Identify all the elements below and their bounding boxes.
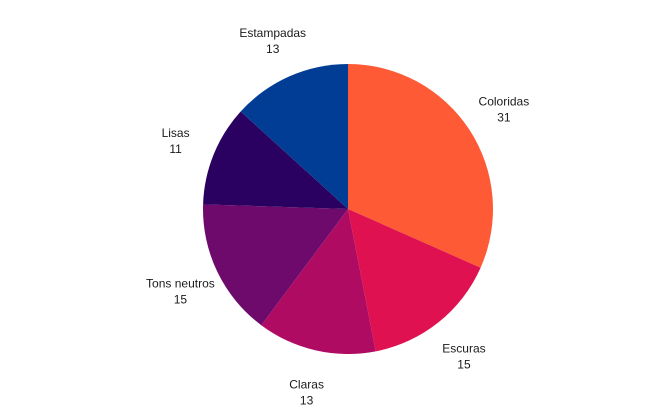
pie-slice-lisas [203, 111, 348, 209]
pie-label-coloridas: Coloridas 31 [479, 95, 530, 125]
pie-label-claras: Claras 13 [289, 377, 324, 407]
pie-label-category: Lisas [162, 126, 190, 140]
pie-labels: Coloridas 31 Escuras 15 Claras 13 Tons neutros… [146, 26, 529, 407]
pie-slice-claras [261, 209, 376, 354]
pie-label-value: 13 [300, 393, 314, 407]
pie-label-estampadas: Estampadas 13 [239, 26, 306, 56]
pie-label-tons-neutros: Tons neutros 15 [146, 277, 215, 307]
pie-label-lisas: Lisas 11 [162, 126, 190, 156]
pie-label-value: 11 [169, 142, 182, 156]
pie-label-category: Tons neutros [146, 277, 215, 291]
pie-label-value: 15 [174, 293, 188, 307]
pie-label-category: Escuras [442, 341, 485, 355]
pie-label-escuras: Escuras 15 [442, 341, 485, 371]
pie-label-category: Estampadas [239, 26, 306, 40]
pie-slice-tons-neutros [202, 204, 348, 326]
pie-slice-coloridas [348, 64, 494, 268]
pie-slice-estampadas [240, 64, 348, 209]
pie-label-category: Claras [289, 377, 324, 391]
pie-slices [202, 64, 494, 354]
pie-slice-escuras [348, 209, 481, 352]
pie-label-category: Coloridas [479, 95, 530, 109]
pie-label-value: 15 [457, 357, 471, 371]
pie-label-value: 13 [266, 42, 280, 56]
pie-label-value: 31 [497, 111, 511, 125]
